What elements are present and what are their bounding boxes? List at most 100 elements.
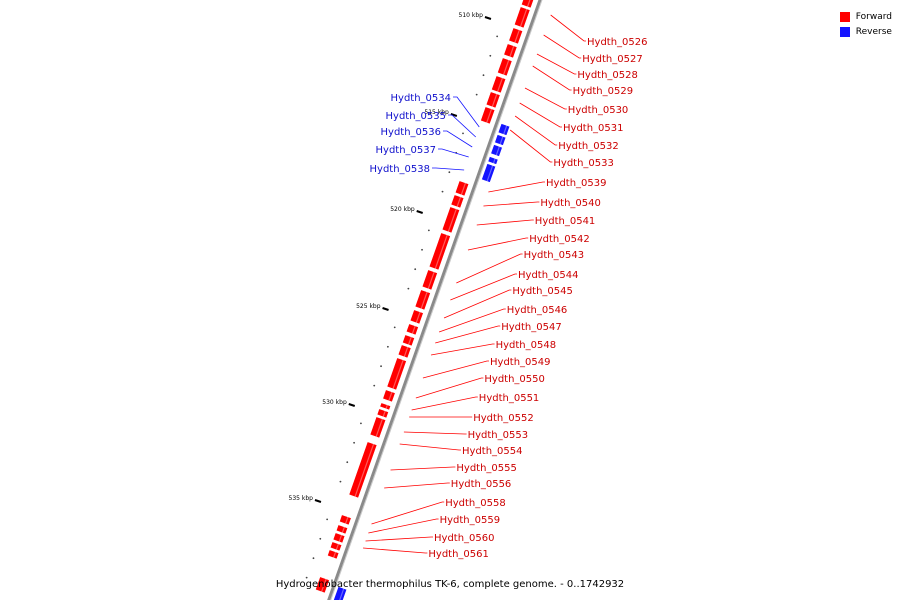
- minor-tick: [428, 230, 430, 232]
- reverse-gene-label: Hydth_0534: [391, 93, 452, 104]
- forward-gene-label: Hydth_0544: [518, 270, 579, 281]
- forward-gene-label: Hydth_0533: [553, 158, 614, 169]
- forward-gene-label: Hydth_0542: [529, 234, 590, 245]
- leader-line: [520, 103, 562, 127]
- forward-gene-block: [380, 403, 391, 410]
- leader-line: [431, 344, 495, 355]
- leader-line: [525, 88, 567, 109]
- leader-line: [423, 361, 489, 378]
- minor-tick: [489, 55, 491, 57]
- forward-gene-label: Hydth_0553: [468, 430, 528, 441]
- minor-tick: [394, 327, 396, 329]
- forward-gene-label: Hydth_0539: [546, 178, 607, 189]
- leader-line: [439, 309, 506, 332]
- leader-line: [450, 274, 517, 300]
- minor-tick: [313, 557, 315, 559]
- forward-gene-label: Hydth_0541: [535, 216, 596, 227]
- forward-gene-block: [415, 290, 431, 310]
- forward-gene-label: Hydth_0560: [434, 533, 495, 544]
- leader-line: [544, 35, 582, 58]
- leader-line: [468, 238, 528, 250]
- leader-line: [453, 97, 479, 127]
- forward-gene-label: Hydth_0550: [484, 374, 545, 385]
- leader-line: [366, 537, 433, 541]
- leader-line: [432, 168, 464, 170]
- reverse-gene-label: Hydth_0535: [386, 111, 447, 122]
- genome-backbone: [327, 0, 547, 600]
- leader-line: [372, 502, 445, 524]
- leader-line: [551, 15, 586, 41]
- forward-gene-block: [370, 417, 386, 438]
- minor-tick: [353, 442, 355, 444]
- forward-gene-label: Hydth_0555: [456, 463, 517, 474]
- reverse-gene-block: [488, 157, 498, 165]
- reverse-swatch: [840, 27, 850, 37]
- minor-tick: [380, 365, 382, 367]
- leader-line: [412, 397, 478, 410]
- forward-gene-block: [349, 442, 377, 498]
- forward-gene-label: Hydth_0551: [479, 393, 540, 404]
- legend-item-forward: Forward: [840, 9, 892, 24]
- tick-label: 510 kbp: [459, 12, 484, 19]
- minor-tick: [319, 538, 321, 540]
- forward-gene-label: Hydth_0529: [573, 86, 634, 97]
- leader-line: [510, 130, 552, 162]
- minor-tick: [462, 133, 464, 135]
- forward-gene-label: Hydth_0549: [490, 357, 551, 368]
- leader-line: [400, 444, 461, 450]
- forward-gene-label: Hydth_0543: [524, 250, 585, 261]
- genome-backbone-shadow: [329, 0, 549, 600]
- reverse-gene-label: Hydth_0538: [370, 164, 431, 175]
- leader-line: [483, 202, 539, 206]
- minor-tick: [414, 268, 416, 270]
- minor-tick: [326, 519, 328, 521]
- forward-gene-label: Hydth_0556: [451, 479, 512, 490]
- tick-label: 530 kbp: [322, 399, 347, 406]
- forward-gene-label: Hydth_0526: [587, 37, 648, 48]
- forward-gene-label: Hydth_0552: [473, 413, 534, 424]
- leader-line: [488, 182, 545, 192]
- leader-line: [404, 432, 467, 434]
- major-tick: [485, 17, 491, 19]
- forward-gene-label: Hydth_0548: [496, 340, 556, 351]
- minor-tick: [483, 74, 485, 76]
- major-tick: [315, 500, 321, 502]
- minor-tick: [421, 249, 423, 251]
- minor-tick: [496, 36, 498, 38]
- forward-gene-label: Hydth_0531: [563, 123, 624, 134]
- forward-gene-block: [514, 7, 530, 28]
- minor-tick: [448, 171, 450, 173]
- minor-tick: [373, 385, 375, 387]
- forward-gene-label: Hydth_0554: [462, 446, 523, 457]
- tick-label: 535 kbp: [289, 495, 314, 502]
- forward-gene-label: Hydth_0547: [501, 322, 562, 333]
- major-tick: [417, 211, 423, 213]
- forward-gene-label: Hydth_0559: [440, 515, 501, 526]
- forward-gene-label: Hydth_0530: [568, 105, 629, 116]
- minor-tick: [340, 481, 342, 483]
- reverse-gene-label: Hydth_0537: [376, 145, 437, 156]
- forward-swatch: [840, 12, 850, 22]
- legend-label: Reverse: [856, 27, 892, 37]
- leader-line: [435, 326, 500, 343]
- genome-caption: Hydrogenobacter thermophilus TK-6, compl…: [0, 579, 900, 590]
- leader-line: [438, 149, 469, 157]
- forward-gene-label: Hydth_0546: [507, 305, 568, 316]
- forward-gene-label: Hydth_0545: [512, 286, 573, 297]
- tick-label: 520 kbp: [390, 206, 415, 213]
- leader-line: [384, 483, 450, 488]
- minor-tick: [360, 423, 362, 425]
- forward-gene-block: [497, 58, 512, 76]
- leader-line: [537, 54, 576, 74]
- forward-gene-label: Hydth_0528: [577, 70, 638, 81]
- legend-label: Forward: [856, 12, 892, 22]
- gene-labels: Hydth_0526 Hydth_0527 Hydth_0528 Hydth_0529…: [370, 37, 648, 560]
- forward-gene-block: [422, 270, 437, 290]
- minor-tick: [346, 461, 348, 463]
- leader-line: [363, 548, 427, 553]
- leader-line: [391, 467, 456, 470]
- leader-line: [515, 116, 557, 145]
- leader-line: [368, 519, 438, 533]
- minor-tick: [407, 288, 409, 290]
- leader-line: [416, 378, 484, 398]
